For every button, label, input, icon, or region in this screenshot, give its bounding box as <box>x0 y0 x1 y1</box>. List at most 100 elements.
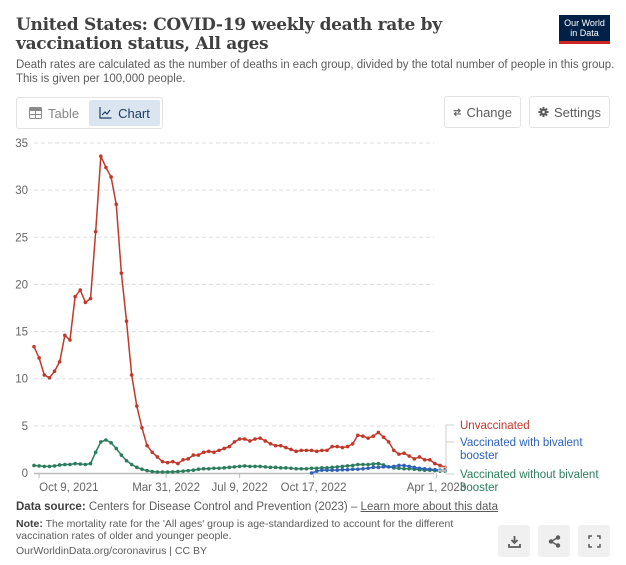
data-point[interactable] <box>299 448 304 453</box>
data-point[interactable] <box>397 466 401 471</box>
data-point[interactable] <box>68 462 72 467</box>
data-point[interactable] <box>309 466 314 471</box>
data-point[interactable] <box>381 465 386 469</box>
data-point[interactable] <box>47 375 52 380</box>
data-point[interactable] <box>93 229 98 234</box>
data-point[interactable] <box>124 319 129 323</box>
data-point[interactable] <box>350 441 355 446</box>
data-point[interactable] <box>340 445 345 450</box>
data-point[interactable] <box>242 437 247 441</box>
data-point[interactable] <box>232 465 237 469</box>
data-point[interactable] <box>109 441 113 445</box>
data-point[interactable] <box>320 468 324 472</box>
share-button[interactable] <box>538 525 570 557</box>
data-point[interactable] <box>42 464 47 469</box>
data-point[interactable] <box>99 154 103 158</box>
data-point[interactable] <box>160 470 165 474</box>
data-point[interactable] <box>330 444 334 449</box>
data-point[interactable] <box>314 466 319 471</box>
data-point[interactable] <box>135 404 139 408</box>
data-point[interactable] <box>237 464 242 469</box>
data-point[interactable] <box>258 436 262 440</box>
data-point[interactable] <box>258 464 262 469</box>
data-point[interactable] <box>212 466 216 471</box>
data-point[interactable] <box>135 465 139 470</box>
data-point[interactable] <box>335 468 340 472</box>
data-point[interactable] <box>191 468 196 472</box>
data-point[interactable] <box>119 453 124 457</box>
data-point[interactable] <box>78 288 83 292</box>
data-point[interactable] <box>345 467 350 472</box>
data-point[interactable] <box>222 466 226 470</box>
data-point[interactable] <box>37 464 41 468</box>
data-point[interactable] <box>371 462 376 466</box>
data-point[interactable] <box>186 468 190 473</box>
data-point[interactable] <box>263 439 268 443</box>
data-point[interactable] <box>289 447 293 452</box>
data-point[interactable] <box>356 433 360 438</box>
learn-more-link[interactable]: Learn more about this data <box>360 501 498 513</box>
data-point[interactable] <box>232 440 237 444</box>
change-country-button[interactable]: Change <box>444 96 521 128</box>
data-point[interactable] <box>186 457 190 461</box>
data-point[interactable] <box>325 468 329 472</box>
download-button[interactable] <box>498 525 530 557</box>
data-point[interactable] <box>325 448 329 453</box>
data-point[interactable] <box>155 455 160 459</box>
data-point[interactable] <box>93 450 98 455</box>
data-point[interactable] <box>402 451 406 456</box>
data-point[interactable] <box>145 468 149 473</box>
data-point[interactable] <box>181 458 185 462</box>
data-point[interactable] <box>361 462 365 467</box>
data-point[interactable] <box>57 463 62 467</box>
data-point[interactable] <box>433 461 437 466</box>
data-point[interactable] <box>165 460 170 465</box>
data-point[interactable] <box>422 466 427 471</box>
data-point[interactable] <box>212 450 216 455</box>
data-point[interactable] <box>294 449 298 454</box>
data-point[interactable] <box>129 462 134 467</box>
data-point[interactable] <box>402 466 406 471</box>
data-point[interactable] <box>294 466 298 471</box>
data-point[interactable] <box>278 466 283 470</box>
data-point[interactable] <box>88 296 93 301</box>
data-point[interactable] <box>150 469 155 474</box>
data-point[interactable] <box>284 466 288 470</box>
data-point[interactable] <box>407 464 412 469</box>
data-point[interactable] <box>386 465 391 469</box>
data-point[interactable] <box>181 469 185 473</box>
data-point[interactable] <box>299 466 304 471</box>
data-point[interactable] <box>83 462 88 467</box>
data-point[interactable] <box>191 453 196 457</box>
data-point[interactable] <box>417 466 422 471</box>
data-point[interactable] <box>227 465 232 470</box>
data-point[interactable] <box>397 452 401 456</box>
data-point[interactable] <box>417 455 422 459</box>
data-point[interactable] <box>407 454 412 458</box>
settings-button[interactable]: Settings <box>529 96 610 128</box>
data-point[interactable] <box>37 356 41 360</box>
data-point[interactable] <box>284 445 288 450</box>
data-point[interactable] <box>392 464 396 469</box>
data-point[interactable] <box>170 470 175 474</box>
data-point[interactable] <box>73 461 77 466</box>
data-point[interactable] <box>206 466 211 471</box>
data-point[interactable] <box>52 464 57 468</box>
data-point[interactable] <box>104 438 108 442</box>
data-point[interactable] <box>392 448 396 453</box>
data-point[interactable] <box>196 453 201 457</box>
data-point[interactable] <box>253 437 257 441</box>
data-point[interactable] <box>119 271 124 275</box>
data-point[interactable] <box>371 465 376 470</box>
data-point[interactable] <box>248 464 252 469</box>
data-point[interactable] <box>165 470 170 474</box>
data-point[interactable] <box>242 464 247 468</box>
data-point[interactable] <box>304 448 309 453</box>
data-point[interactable] <box>376 430 381 435</box>
data-point[interactable] <box>263 465 268 469</box>
data-point[interactable] <box>114 446 119 451</box>
data-point[interactable] <box>402 463 406 468</box>
data-point[interactable] <box>88 461 93 466</box>
data-point[interactable] <box>371 434 376 439</box>
data-point[interactable] <box>386 440 391 444</box>
